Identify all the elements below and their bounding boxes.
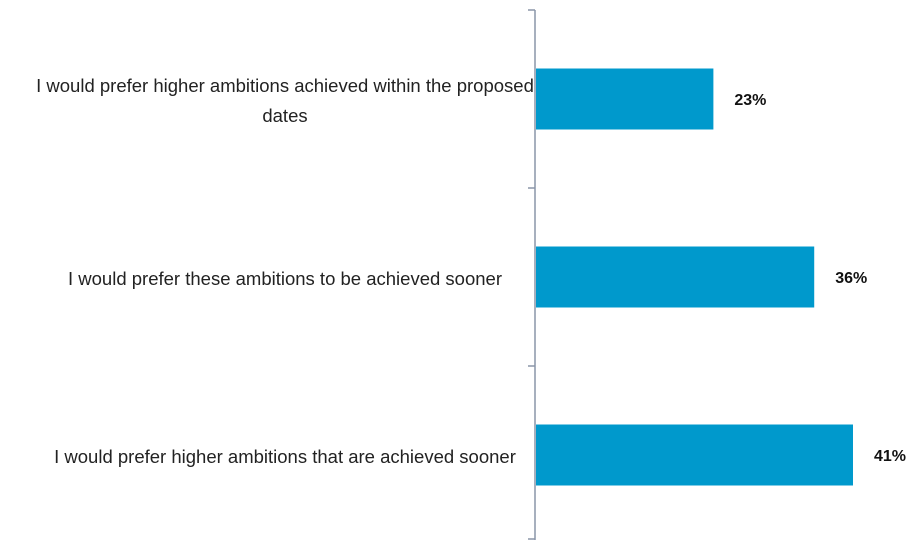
bar — [536, 424, 853, 486]
category-label: I would prefer these ambitions to be ach… — [68, 268, 502, 289]
bar — [536, 68, 714, 130]
category-label: I would prefer higher ambitions that are… — [54, 446, 516, 467]
category-label: I would prefer higher ambitions achieved… — [36, 75, 534, 126]
value-label: 36% — [835, 270, 867, 287]
value-label: 23% — [734, 92, 766, 109]
value-label: 41% — [874, 448, 906, 465]
bar — [536, 246, 815, 308]
